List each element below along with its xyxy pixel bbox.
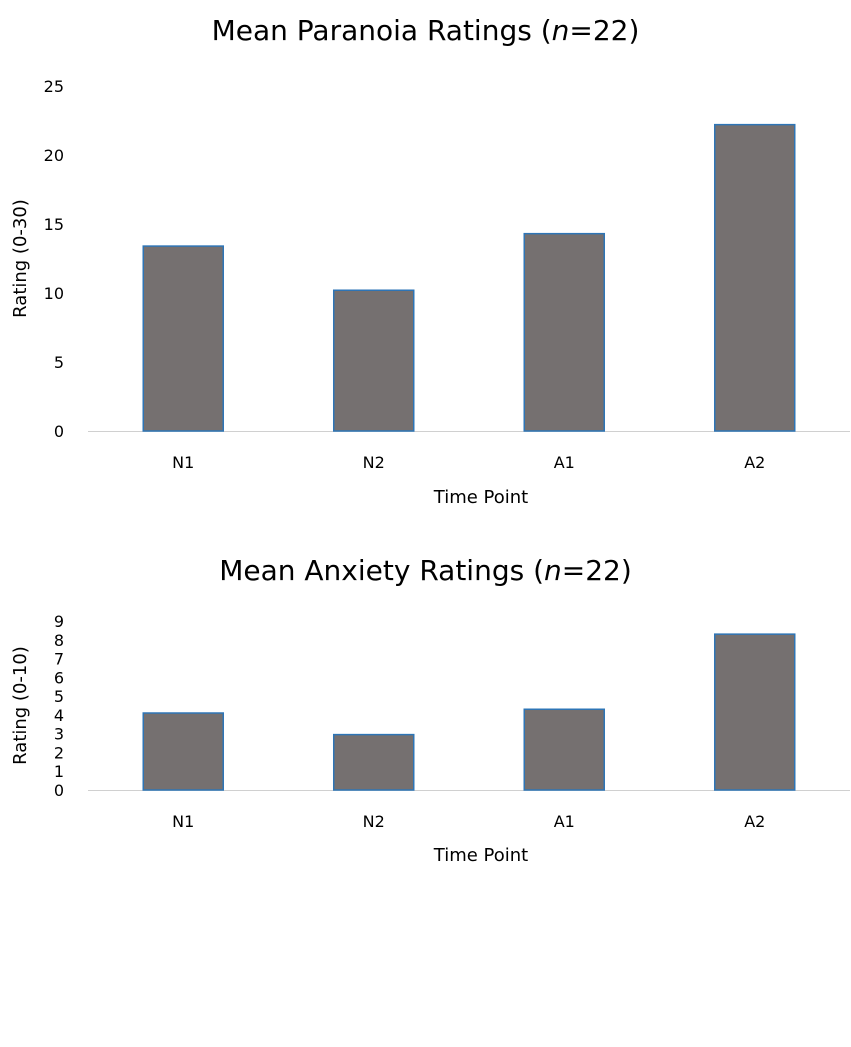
y-tick-label: 8 (54, 631, 64, 650)
x-tick-label: N1 (172, 812, 194, 831)
chart-title: Mean Anxiety Ratings (n=22) (0, 554, 851, 587)
y-tick-label: 10 (44, 284, 64, 303)
bar (142, 245, 225, 432)
y-tick-label: 0 (54, 781, 64, 800)
chart-title-italic: n (544, 554, 562, 587)
bar (142, 712, 225, 791)
y-tick-label: 4 (54, 706, 64, 725)
bar (332, 733, 415, 791)
y-tick-label: 9 (54, 612, 64, 631)
bar (713, 123, 796, 432)
x-axis-label: Time Point (433, 487, 528, 508)
y-tick-label: 25 (44, 77, 64, 96)
y-tick-label: 5 (54, 353, 64, 372)
x-tick-label: A1 (554, 453, 575, 472)
y-tick-label: 2 (54, 743, 64, 762)
y-tick-label: 3 (54, 725, 64, 744)
chart-title-prefix: Mean Paranoia Ratings ( (211, 14, 552, 47)
chart-title: Mean Paranoia Ratings (n=22) (0, 14, 851, 47)
y-tick-label: 6 (54, 668, 64, 687)
x-tick-label: N1 (172, 453, 194, 472)
x-tick-label: A2 (744, 812, 765, 831)
bar (523, 232, 606, 432)
paranoia-chart: Mean Paranoia Ratings (n=22) 0 5 10 15 20 25 N… (0, 0, 851, 520)
chart-title-prefix: Mean Anxiety Ratings ( (219, 554, 545, 587)
chart-title-italic: n (551, 14, 570, 47)
y-tick-label: 7 (54, 650, 64, 669)
x-tick-label: A1 (554, 812, 575, 831)
bar (332, 289, 415, 432)
chart-title-suffix: =22) (569, 14, 640, 47)
y-tick-label: 20 (44, 146, 64, 165)
y-tick-label: 1 (54, 762, 64, 781)
x-axis-label: Time Point (433, 845, 528, 866)
anxiety-chart: Mean Anxiety Ratings (n=22) 0 1 2 3 4 5 6 7 8 9 N1… (0, 540, 851, 1047)
y-tick-label: 0 (54, 422, 64, 441)
y-axis-label: Rating (0-10) (10, 646, 31, 765)
x-tick-label: N2 (363, 812, 385, 831)
y-tick-label: 15 (44, 215, 64, 234)
bar (713, 633, 796, 791)
y-axis-label: Rating (0-30) (10, 199, 31, 318)
paranoia-chart-svg: 0 5 10 15 20 25 N1 N2 A1 A2 Time Point Rating (0-30… (10, 77, 850, 508)
x-tick-label: A2 (744, 453, 765, 472)
bar (523, 708, 606, 791)
y-tick-label: 5 (54, 687, 64, 706)
x-tick-label: N2 (363, 453, 385, 472)
chart-title-suffix: =22) (561, 554, 632, 587)
